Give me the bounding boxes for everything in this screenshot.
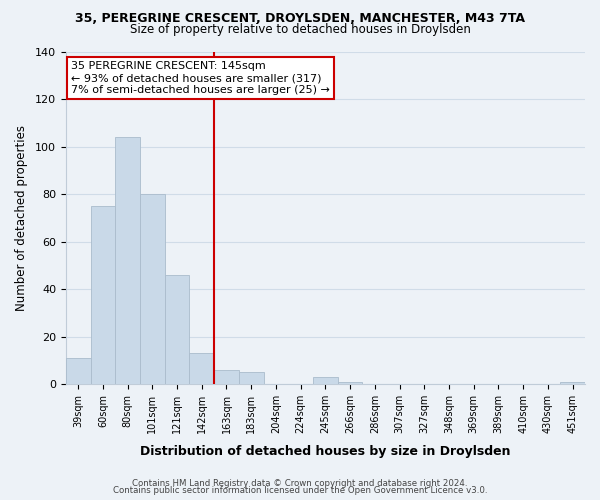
X-axis label: Distribution of detached houses by size in Droylsden: Distribution of detached houses by size … [140,444,511,458]
Text: Size of property relative to detached houses in Droylsden: Size of property relative to detached ho… [130,22,470,36]
Bar [338,382,362,384]
Text: Contains public sector information licensed under the Open Government Licence v3: Contains public sector information licen… [113,486,487,495]
Bar [239,372,263,384]
Text: 35 PEREGRINE CRESCENT: 145sqm
← 93% of detached houses are smaller (317)
7% of s: 35 PEREGRINE CRESCENT: 145sqm ← 93% of d… [71,62,330,94]
Bar [190,354,214,384]
Bar [313,377,338,384]
Bar [560,382,585,384]
Bar [115,137,140,384]
Bar [91,206,115,384]
Bar [140,194,164,384]
Text: Contains HM Land Registry data © Crown copyright and database right 2024.: Contains HM Land Registry data © Crown c… [132,478,468,488]
Bar [214,370,239,384]
Y-axis label: Number of detached properties: Number of detached properties [15,125,28,311]
Text: 35, PEREGRINE CRESCENT, DROYLSDEN, MANCHESTER, M43 7TA: 35, PEREGRINE CRESCENT, DROYLSDEN, MANCH… [75,12,525,26]
Bar [164,275,190,384]
Bar [66,358,91,384]
